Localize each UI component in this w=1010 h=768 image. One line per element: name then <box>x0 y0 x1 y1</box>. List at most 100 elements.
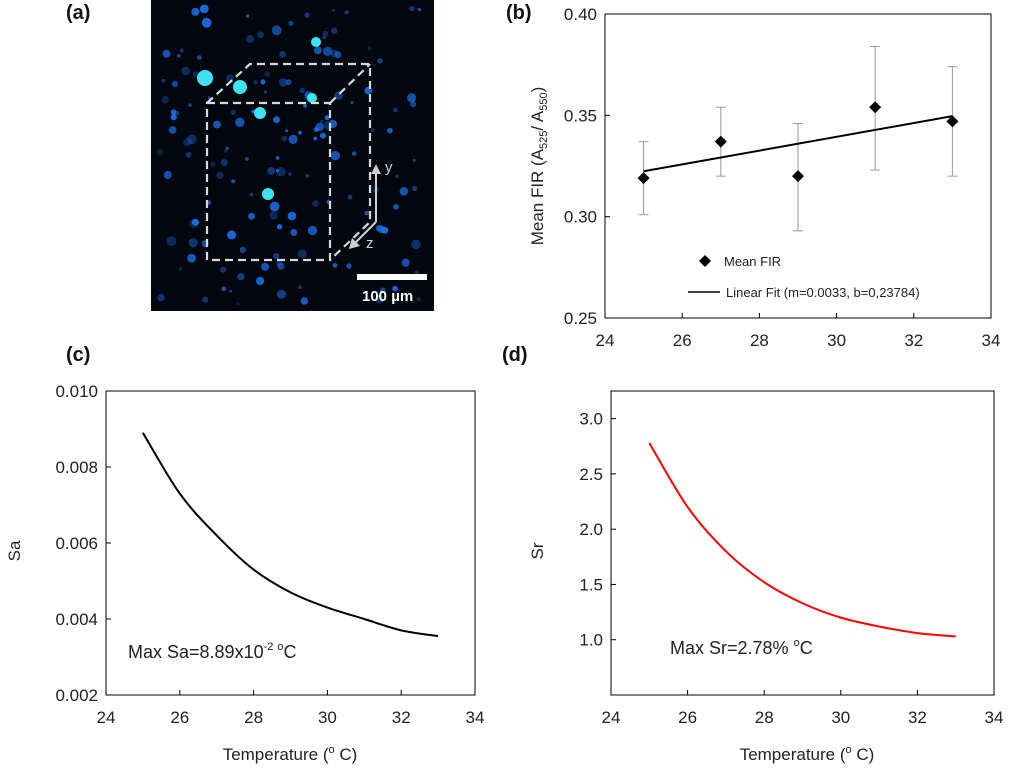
chart-c-x-tick-label: 32 <box>392 708 411 727</box>
chart-c-x-axis-label: Temperature (o C) <box>223 744 358 764</box>
particle <box>181 66 190 76</box>
chart-b-x-tick-label: 24 <box>596 331 615 350</box>
particle <box>287 211 297 221</box>
particle <box>187 253 196 263</box>
particle <box>299 87 305 94</box>
particle <box>319 119 324 124</box>
chart-c-annotation-end: C <box>284 642 297 662</box>
data-point-marker <box>714 135 727 148</box>
particle <box>269 201 280 212</box>
particle <box>399 187 409 196</box>
particle <box>191 7 200 16</box>
particle <box>277 262 285 270</box>
chart-d-annotation-main: Max Sr=2.78% <box>670 638 794 658</box>
particle <box>331 8 335 12</box>
chart-d-xlabel-sup: o <box>846 744 852 756</box>
chart-d-sr-curve <box>648 442 956 638</box>
particle <box>276 289 287 299</box>
particle <box>221 286 226 292</box>
chart-d-x-tick-label: 34 <box>985 708 1004 727</box>
particle <box>330 151 341 161</box>
particle <box>220 266 227 273</box>
particle <box>261 262 270 271</box>
chart-d-x-tick-label: 24 <box>602 708 621 727</box>
chart-b-legend: Mean FIR Linear Fit (m=0.0033, b=0,23784… <box>688 254 920 300</box>
particle <box>377 58 383 64</box>
particle <box>253 79 258 85</box>
particle <box>387 127 393 134</box>
particle <box>417 7 422 12</box>
particle <box>249 192 254 197</box>
legend-linear-fit-label: Linear Fit (m=0.0033, b=0,23784) <box>726 285 920 300</box>
chart-d-x-axis-label: Temperature (o C) <box>740 744 875 764</box>
chart-b-y-tick-label: 0.30 <box>564 208 597 227</box>
particle <box>256 276 265 286</box>
particle <box>171 80 179 88</box>
particle <box>213 120 221 129</box>
particle <box>279 51 286 58</box>
particle <box>168 126 177 134</box>
chart-b-frame <box>604 13 992 319</box>
particle <box>395 174 399 179</box>
particle <box>225 146 229 151</box>
particle <box>401 258 410 267</box>
particle <box>407 93 417 103</box>
data-point-marker <box>869 101 882 114</box>
axis-z-label: z <box>366 235 374 252</box>
particle <box>410 101 417 108</box>
legend-mean-fir-label: Mean FIR <box>724 254 781 269</box>
particle <box>248 212 255 220</box>
particle <box>298 285 302 290</box>
particle <box>245 14 250 18</box>
chart-c-annotation-unit-sup: o <box>277 641 283 653</box>
particle <box>313 46 322 55</box>
microscopy-image: y z 100 µm <box>151 0 434 311</box>
chart-b-y-axis-label: Mean FIR (A525/ A550) <box>528 87 550 246</box>
particle <box>370 128 375 132</box>
particle <box>191 218 200 226</box>
particle <box>176 54 181 58</box>
particle <box>239 246 246 253</box>
chart-d-x-tick-label: 28 <box>755 708 774 727</box>
particle-layer <box>156 4 422 306</box>
chart-d-y-tick-label: 2.5 <box>579 465 603 484</box>
particle <box>263 90 267 94</box>
particle <box>322 35 327 40</box>
panel-label-c: (c) <box>66 344 91 366</box>
particle <box>216 171 224 179</box>
chart-c-y-tick-label: 0.010 <box>55 382 98 401</box>
scale-bar-label: 100 µm <box>362 288 413 305</box>
chart-c-y-axis-label: Sa <box>5 540 24 561</box>
chart-c-annotation-main: Max Sa=8.89x10 <box>128 642 264 662</box>
particle <box>199 4 209 14</box>
particle <box>303 103 307 108</box>
particle <box>201 18 212 28</box>
particle <box>367 46 372 51</box>
particle <box>179 48 184 53</box>
particle <box>312 200 319 207</box>
particle <box>178 267 183 271</box>
chart-c-xlabel-sup: o <box>329 744 335 756</box>
chart-d-y-tick-label: 3.0 <box>579 410 603 429</box>
chart-d-frame <box>610 390 995 696</box>
particle <box>264 71 271 77</box>
chart-d-sr: 1.0 1.5 2.0 2.5 3.0 24 26 28 30 32 34 Sr Temperat… <box>528 390 1004 764</box>
particle <box>157 293 165 302</box>
particle <box>315 122 324 132</box>
particle <box>379 287 386 294</box>
particle <box>393 204 399 210</box>
particle <box>188 238 198 248</box>
panel-label-a: (a) <box>66 2 91 24</box>
chart-b-x-tick-label: 26 <box>673 331 692 350</box>
particle <box>163 170 172 179</box>
particle <box>344 10 349 15</box>
chart-c-sa: 0.002 0.004 0.006 0.008 0.010 24 26 28 30 32 34 S… <box>5 382 484 764</box>
chart-b-ylabel-sub1: 525 <box>538 131 550 149</box>
particle <box>409 5 415 12</box>
particle <box>305 174 310 178</box>
chart-b-y-tick-label: 0.25 <box>564 309 597 328</box>
particle <box>230 109 236 115</box>
chart-b-ylabel-end: ) <box>528 87 547 93</box>
particle <box>307 225 318 236</box>
particle <box>229 289 233 293</box>
